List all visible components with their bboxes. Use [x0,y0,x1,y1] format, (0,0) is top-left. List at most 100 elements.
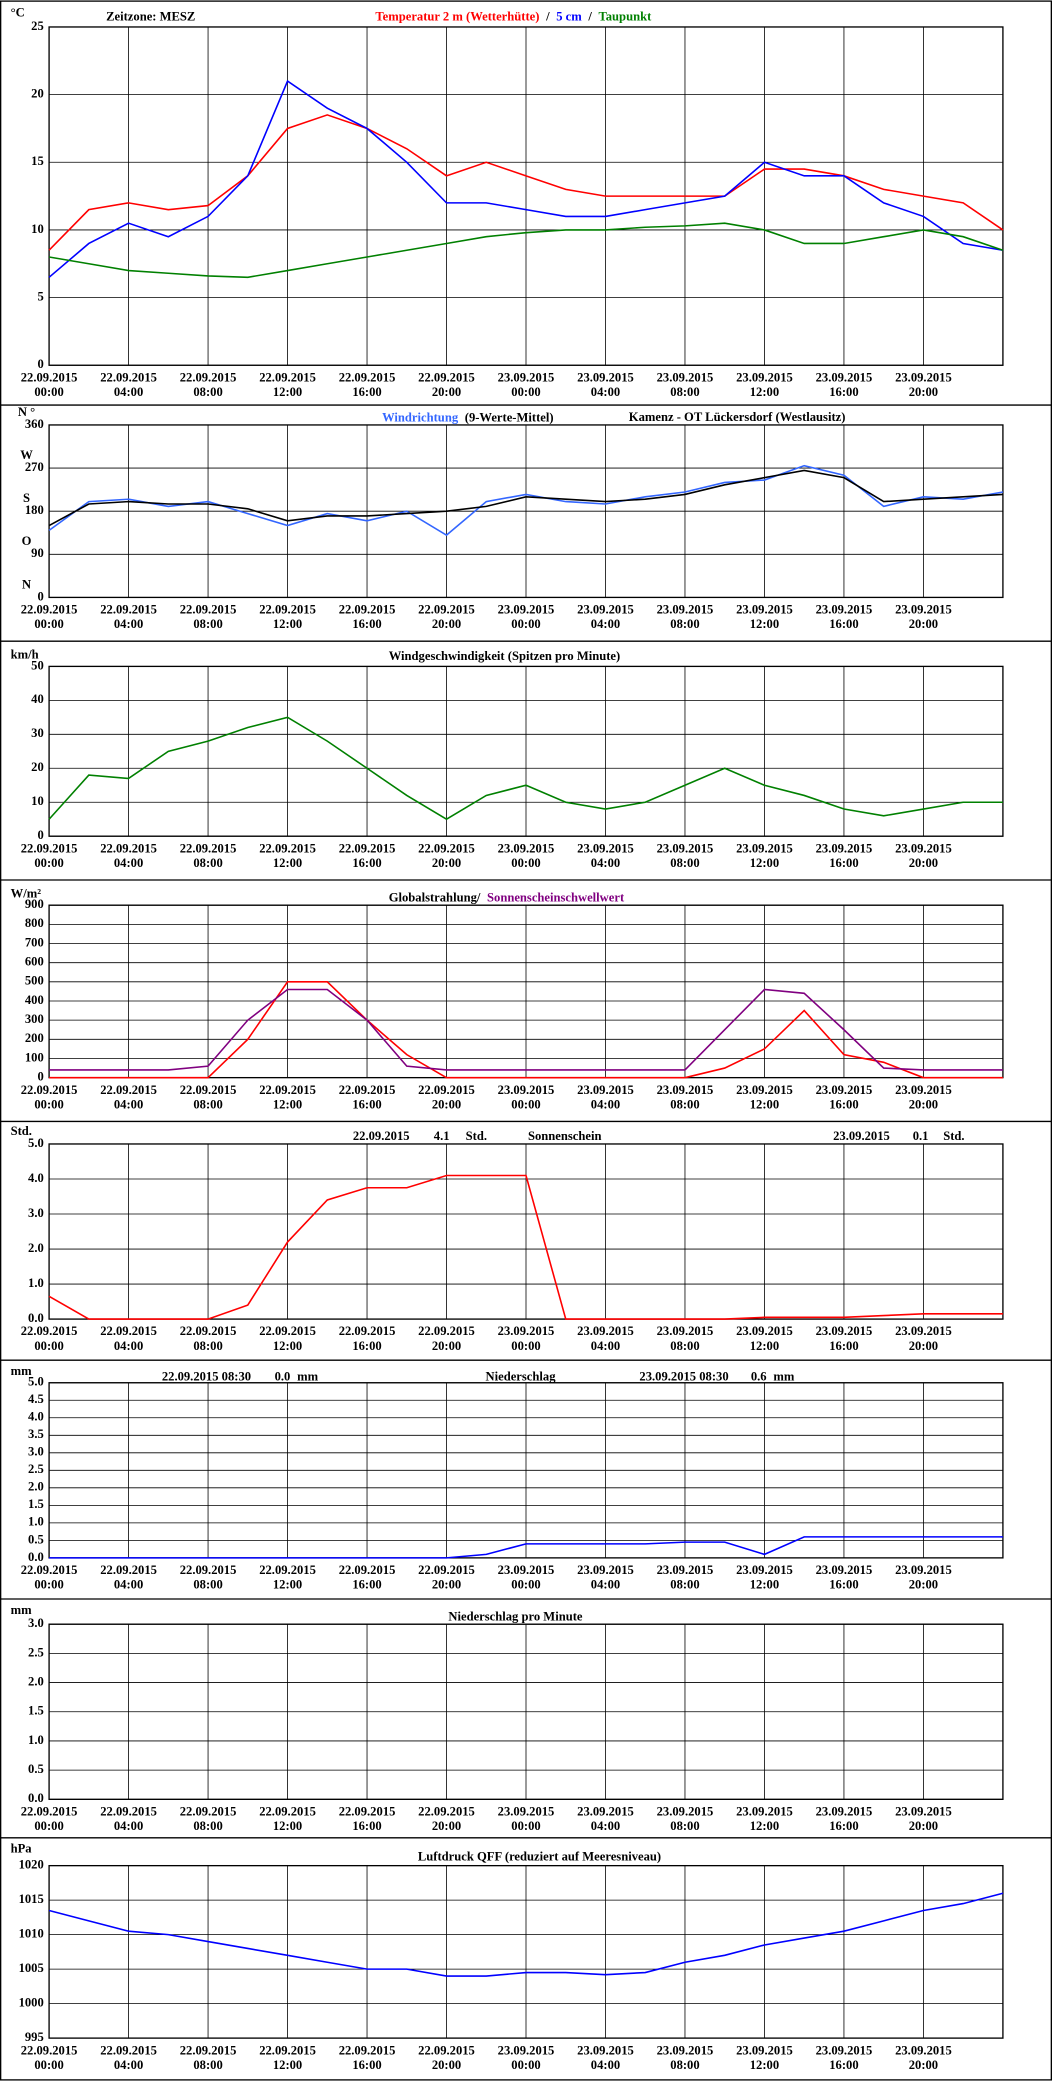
x-tick-date: 22.09.2015 [418,603,475,617]
y-tick-label: 0 [37,357,43,371]
annotation: 0.6 [751,1369,767,1383]
x-tick-date: 22.09.2015 [339,603,396,617]
legend-separator: / [545,10,550,24]
chart-title: Niederschlag [486,1369,557,1383]
x-tick-time: 00:00 [511,617,540,631]
legend-entry: Globalstrahlung/ [389,890,481,904]
x-tick-time: 20:00 [909,385,938,399]
x-tick-date: 22.09.2015 [100,370,157,384]
x-tick-date: 23.09.2015 [657,1324,714,1338]
x-tick-time: 04:00 [591,2058,620,2072]
x-tick-date: 23.09.2015 [577,603,634,617]
x-tick-date: 23.09.2015 [816,2043,873,2057]
y-tick-label: 30 [31,726,44,740]
x-tick-time: 16:00 [829,1339,858,1353]
x-tick-time: 04:00 [591,617,620,631]
y-tick-label: 4.0 [28,1171,44,1185]
unit-label: hPa [11,1842,33,1856]
series-line [48,464,1004,537]
x-tick-date: 22.09.2015 [339,1563,396,1577]
chart-title: Kamenz - OT Lückersdorf (Westlausitz) [629,410,846,424]
series-line [48,469,1003,527]
y-tick-label: 1020 [19,1858,44,1872]
x-tick-date: 23.09.2015 [577,1083,634,1097]
legend: Globalstrahlung/Sonnenscheinschwellwert [389,890,625,904]
x-tick-time: 04:00 [591,1819,620,1833]
y-tick-label: 0.0 [28,1311,44,1325]
x-tick-time: 04:00 [591,1339,620,1353]
y-tick-label: 1.0 [28,1515,44,1529]
x-tick-time: 12:00 [750,2058,779,2072]
x-tick-date: 22.09.2015 [180,2043,237,2057]
x-tick-date: 23.09.2015 [657,603,714,617]
x-tick-time: 12:00 [750,617,779,631]
x-tick-date: 22.09.2015 [418,1324,475,1338]
x-tick-date: 22.09.2015 [100,841,157,855]
unit-label: km/h [11,648,39,662]
series-line [49,1536,1003,1559]
x-tick-date: 23.09.2015 [498,2043,555,2057]
x-tick-time: 12:00 [273,2058,302,2072]
x-tick-date: 22.09.2015 [180,1324,237,1338]
x-tick-date: 22.09.2015 [21,1324,78,1338]
x-tick-time: 20:00 [432,1339,461,1353]
annotation: Std. [943,1129,964,1143]
x-tick-date: 22.09.2015 [100,1324,157,1338]
x-tick-date: 23.09.2015 [736,1083,793,1097]
x-tick-date: 22.09.2015 [418,370,475,384]
x-tick-date: 23.09.2015 [736,1804,793,1818]
x-tick-time: 00:00 [511,1819,540,1833]
compass-label: N ° [18,405,35,419]
x-tick-date: 22.09.2015 [418,1563,475,1577]
x-tick-time: 12:00 [273,1097,302,1111]
x-tick-date: 23.09.2015 [498,370,555,384]
series-line [48,1892,1004,1977]
x-tick-date: 23.09.2015 [657,2043,714,2057]
x-tick-date: 22.09.2015 [418,841,475,855]
chart-title: Niederschlag pro Minute [448,1609,583,1623]
x-tick-date: 22.09.2015 [180,1563,237,1577]
y-tick-label: 100 [25,1050,44,1064]
x-tick-date: 22.09.2015 [100,2043,157,2057]
y-tick-label: 0 [37,589,43,603]
legend-entry: 5 cm [556,10,582,24]
x-tick-date: 22.09.2015 [21,841,78,855]
x-tick-time: 16:00 [352,1339,381,1353]
x-tick-date: 22.09.2015 [100,603,157,617]
x-tick-time: 20:00 [432,385,461,399]
x-tick-time: 04:00 [114,1819,143,1833]
y-tick-label: 4.0 [28,1410,44,1424]
x-tick-date: 22.09.2015 [339,1804,396,1818]
x-tick-date: 22.09.2015 [339,370,396,384]
annotation: Std. [466,1129,487,1143]
x-tick-date: 22.09.2015 [180,370,237,384]
x-tick-date: 23.09.2015 [816,370,873,384]
annotation: 0.0 [275,1369,291,1383]
unit-label: mm [11,1603,32,1617]
x-tick-time: 20:00 [432,1819,461,1833]
y-tick-label: 500 [25,974,44,988]
y-tick-label: 1.5 [28,1704,44,1718]
x-tick-time: 04:00 [591,1097,620,1111]
x-tick-date: 23.09.2015 [498,603,555,617]
x-tick-time: 04:00 [114,385,143,399]
x-tick-time: 20:00 [432,617,461,631]
x-tick-time: 16:00 [829,385,858,399]
x-tick-date: 23.09.2015 [816,1804,873,1818]
x-tick-time: 00:00 [34,856,63,870]
x-tick-time: 20:00 [432,1097,461,1111]
y-tick-label: 3.0 [28,1616,44,1630]
compass-label: O [22,534,32,548]
x-tick-time: 12:00 [273,1339,302,1353]
unit-label: mm [11,1364,32,1378]
chart-title: Zeitzone: MESZ [106,10,195,24]
x-tick-time: 16:00 [352,2058,381,2072]
y-tick-label: 4.5 [28,1392,44,1406]
y-tick-label: 50 [31,658,44,672]
chart-title: Sonnenschein [528,1129,602,1143]
annotation: 0.1 [913,1129,929,1143]
x-tick-date: 22.09.2015 [180,603,237,617]
x-tick-time: 12:00 [750,1819,779,1833]
x-tick-date: 22.09.2015 [100,1563,157,1577]
x-tick-time: 00:00 [511,1578,540,1592]
